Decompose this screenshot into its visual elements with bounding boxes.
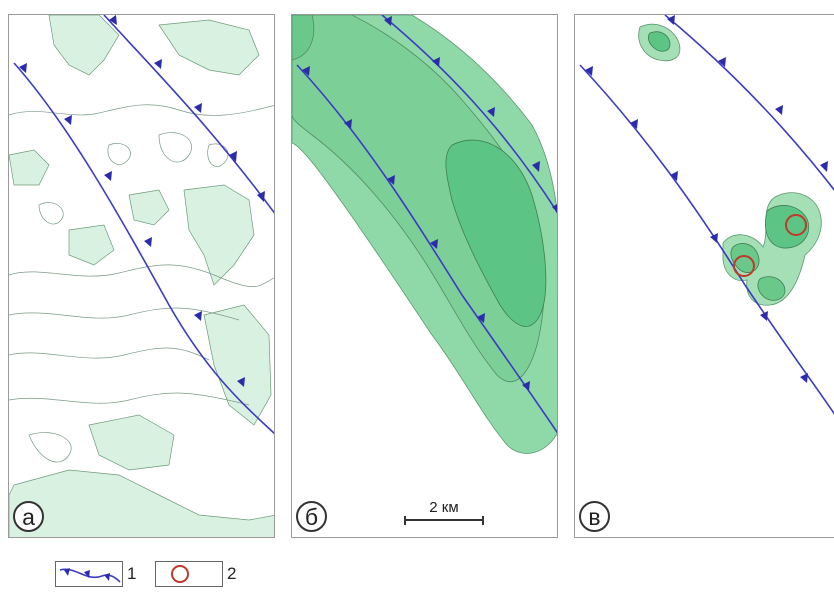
scale-bar-label: 2 км — [429, 499, 459, 516]
map-a-canvas — [9, 15, 274, 537]
marker-circle-icon — [733, 255, 755, 277]
scale-bar-tick-right — [482, 516, 484, 525]
map-panel-a: а — [8, 14, 275, 538]
anomaly-contours-c — [638, 23, 822, 306]
marker-circles-c — [733, 214, 807, 277]
scale-bar-tick-left — [404, 516, 406, 525]
panel-label-c: в — [579, 501, 610, 532]
scale-bar-line — [404, 519, 484, 521]
map-b-canvas — [292, 15, 557, 454]
map-c-canvas — [579, 15, 834, 415]
anomaly-contours-a — [9, 15, 274, 537]
legend-label-1: 1 — [127, 564, 137, 583]
fault-lines-c — [579, 15, 834, 415]
anomaly-contours-b — [292, 15, 557, 454]
marker-circle-icon — [785, 214, 807, 236]
fault-teeth-a — [19, 15, 265, 387]
panel-label-a: а — [13, 501, 44, 532]
contour-lines-a — [9, 104, 274, 463]
scale-bar: 2 км — [404, 499, 484, 525]
map-panel-c: в — [574, 14, 834, 538]
fault-line-with-teeth-icon — [55, 561, 123, 587]
fault-teeth-b — [302, 16, 557, 391]
panel-label-b: б — [296, 501, 327, 532]
fault-teeth-c — [585, 15, 828, 383]
fault-lines-a — [13, 15, 274, 435]
legend-label-2: 2 — [227, 564, 237, 583]
red-circle-icon — [155, 561, 223, 587]
map-panel-b: б 2 км — [291, 14, 558, 538]
